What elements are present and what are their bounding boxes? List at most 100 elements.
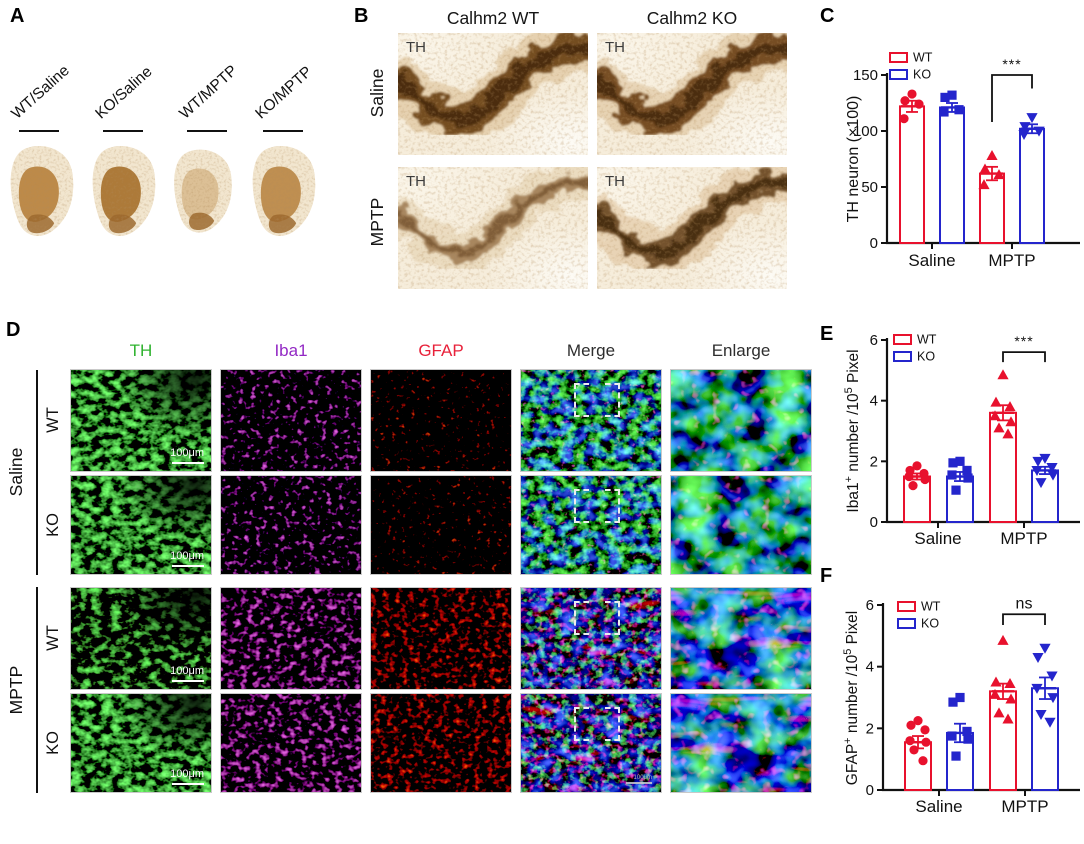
svg-text:6: 6 [866, 597, 874, 614]
vignette [71, 588, 211, 689]
panel-b-col-header-ko: Calhm2 KO [646, 8, 738, 28]
d-image-saline-ko-merge [520, 475, 662, 575]
dab-band-svg [597, 167, 787, 278]
stain-tag: TH [406, 173, 426, 190]
svg-text:0: 0 [870, 235, 878, 252]
inset-bracket-left [574, 601, 589, 635]
inset-bracket-left [574, 383, 589, 417]
bar-saline-wt [899, 105, 925, 244]
dab-band-svg [398, 167, 588, 275]
vignette [71, 370, 211, 471]
svg-text:150: 150 [853, 67, 878, 84]
svg-text:Saline: Saline [908, 251, 955, 270]
svg-text:Saline: Saline [915, 797, 962, 816]
d-image-mptp-wt-merge [520, 587, 662, 690]
scale-bar-label: 100μm [633, 775, 652, 781]
y-axis-label: GFAP+ number /105 Pixel [841, 610, 861, 785]
saline-group-bracket [36, 370, 38, 575]
panel-b-microscopy-image: TH [398, 33, 588, 155]
mptp-group-bracket [36, 587, 38, 793]
y-axis-label: TH neuron (×100) [845, 95, 862, 223]
inset-bracket-left [574, 489, 589, 523]
brain-section-image [86, 140, 162, 244]
fluorescence-texture [221, 476, 361, 574]
d-image-saline-wt-iba1 [220, 369, 362, 472]
chart-iba1: 0 2 4 6 Saline MPTP WT KO *** Iba1+ number /105 P… [840, 325, 1084, 560]
d-image-mptp-ko-th: 100μm [70, 693, 212, 793]
panel-c-label: C [820, 5, 835, 27]
svg-text:4: 4 [866, 659, 874, 676]
fluorescence-texture [371, 370, 511, 471]
chart-th-neuron: 0 50 100 150 Saline MPTP WT KO *** TH neuron (×10… [840, 38, 1084, 290]
d-image-mptp-ko-gfap [370, 693, 512, 793]
d-image-mptp-wt-th: 100μm [70, 587, 212, 690]
panel-b-row-label-mptp: MPTP [367, 197, 387, 247]
scale-bar [172, 679, 204, 682]
fluorescence-texture [671, 476, 811, 574]
stain-tag: TH [605, 39, 625, 56]
panel-a-condition-label: KO/MPTP [252, 63, 316, 123]
d-image-saline-ko-gfap [370, 475, 512, 575]
tissue-texture [398, 167, 588, 289]
d-image-saline-ko-enlarge [670, 475, 812, 575]
scale-bar-label: 100μm [170, 550, 204, 562]
d-col-header-3: Merge [566, 341, 616, 360]
label-underline [187, 130, 227, 132]
panel-f-label: F [820, 565, 833, 587]
scale-bar [172, 461, 204, 464]
d-image-saline-ko-iba1 [220, 475, 362, 575]
svg-text:50: 50 [861, 179, 878, 196]
legend-swatch-wt [893, 334, 912, 345]
inset-bracket-right [605, 601, 620, 635]
brain-section-image [246, 140, 322, 244]
chart-f-plot: 0 2 4 6 Saline MPTP WT KO ns [866, 595, 1080, 816]
d-image-mptp-wt-enlarge [670, 587, 812, 690]
fluorescence-texture [371, 476, 511, 574]
legend-swatch-wt [889, 52, 908, 63]
d-row-label-mptp-ko: KO [44, 731, 62, 755]
scale-bar [172, 564, 204, 567]
fluorescence-texture [671, 588, 811, 689]
bar-mptp-ko [1031, 687, 1059, 791]
label-underline [103, 130, 143, 132]
scale-bar-label: 100μm [170, 768, 204, 780]
d-row-label-saline-wt: WT [44, 407, 62, 433]
svg-text:0: 0 [866, 782, 874, 799]
inset-bracket-left [574, 707, 589, 741]
scale-bar [626, 782, 652, 784]
d-image-mptp-ko-iba1 [220, 693, 362, 793]
d-col-header-0: TH [129, 341, 153, 360]
inset-bracket-right [605, 707, 620, 741]
vignette [71, 694, 211, 792]
d-image-mptp-ko-merge: 100μm [520, 693, 662, 793]
legend-swatch-ko [889, 69, 908, 80]
svg-text:2: 2 [866, 720, 874, 737]
svg-text:MPTP: MPTP [1000, 529, 1047, 548]
brain-section-svg [10, 146, 74, 236]
bar-mptp-wt [989, 411, 1017, 523]
d-image-saline-ko-th: 100μm [70, 475, 212, 575]
fluorescence-texture [521, 370, 661, 471]
panel-b-col-header-wt: Calhm2 WT [446, 8, 540, 28]
panel-b-microscopy-image: TH [398, 167, 588, 289]
d-col-header-1: Iba1 [274, 341, 308, 360]
vignette [71, 476, 211, 574]
chart-e-plot: 0 2 4 6 Saline MPTP WT KO *** [870, 332, 1080, 548]
stain-tag: TH [406, 39, 426, 56]
significance-label: *** [1002, 56, 1021, 72]
legend-label-wt: WT [921, 600, 941, 614]
legend-swatch-ko [897, 618, 916, 629]
legend-swatch-ko [893, 351, 912, 362]
legend-label-ko: KO [913, 68, 931, 82]
label-underline [263, 130, 303, 132]
bar-saline-ko [946, 475, 974, 523]
brain-section-image [168, 140, 238, 244]
stain-tag: TH [605, 173, 625, 190]
brain-section-image [4, 140, 80, 244]
fluorescence-texture [521, 588, 661, 689]
label-underline [19, 130, 59, 132]
fluorescence-texture [221, 370, 361, 471]
d-group-label-saline: Saline [6, 447, 26, 497]
svg-text:2: 2 [870, 453, 878, 470]
brain-section-svg [252, 146, 316, 236]
